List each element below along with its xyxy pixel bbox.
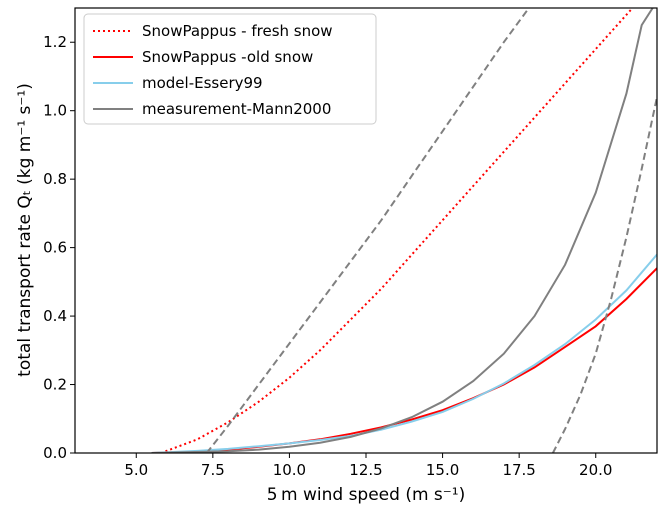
x-axis: 5.0 7.5 10.0 12.5 15.0 17.5 20.0: [124, 453, 612, 479]
y-tick-label: 0.4: [43, 307, 67, 325]
y-tick-label: 1.2: [43, 33, 67, 51]
x-tick-label: 17.5: [502, 461, 535, 479]
y-tick-label: 0.8: [43, 170, 67, 188]
x-tick-label: 7.5: [201, 461, 225, 479]
series-line-3: [151, 8, 654, 453]
series-line-4: [205, 8, 531, 453]
x-tick-label: 20.0: [579, 461, 612, 479]
y-axis-label: total transport rate Qₜ (kg m⁻¹ s⁻¹): [15, 83, 35, 377]
series-line-2: [151, 253, 657, 453]
legend-label: measurement-Mann2000: [142, 100, 331, 118]
legend-label: model-Essery99: [142, 74, 263, 92]
x-tick-label: 5.0: [124, 461, 148, 479]
y-tick-label: 0.0: [43, 444, 67, 462]
series-layer: [151, 8, 657, 453]
x-tick-label: 15.0: [426, 461, 459, 479]
x-tick-label: 12.5: [349, 461, 382, 479]
y-axis: 0.0 0.2 0.4 0.6 0.8 1.0 1.2: [43, 33, 75, 462]
x-axis-label: 5 m wind speed (m s⁻¹): [267, 485, 465, 505]
legend-label: SnowPappus -old snow: [142, 48, 313, 66]
legend-label: SnowPappus - fresh snow: [142, 22, 333, 40]
legend-box: [83, 13, 377, 125]
y-tick-label: 1.0: [43, 102, 67, 120]
y-tick-label: 0.2: [43, 376, 67, 394]
x-tick-label: 10.0: [273, 461, 306, 479]
series-line-5: [552, 96, 657, 453]
legend: SnowPappus - fresh snow SnowPappus -old s…: [83, 13, 377, 125]
y-tick-label: 0.6: [43, 239, 67, 257]
